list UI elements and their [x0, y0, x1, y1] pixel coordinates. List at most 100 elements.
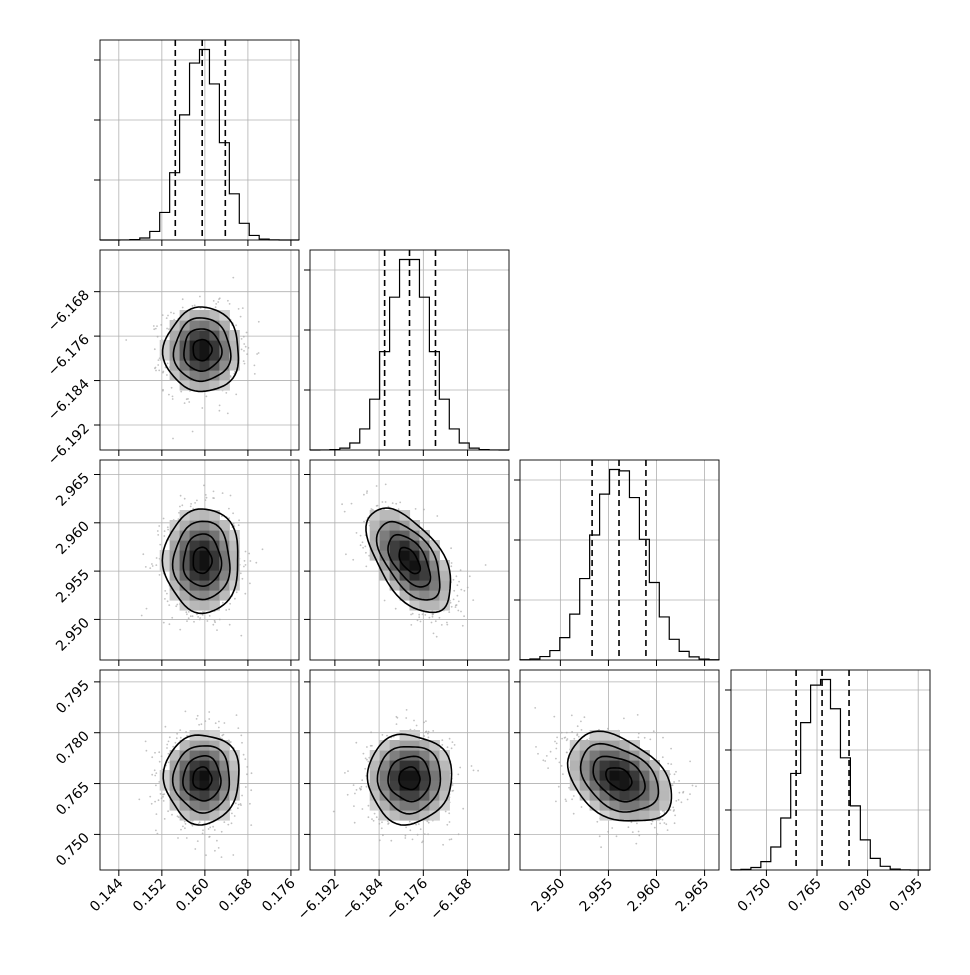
sample-point: [155, 784, 157, 787]
sample-point: [157, 799, 160, 802]
axis-frame: [309, 669, 510, 871]
sample-point: [250, 772, 253, 775]
density-cell: [169, 560, 181, 571]
density-cell: [229, 350, 240, 361]
scatter-panel-2-1: −6.192−6.184−6.176−6.168: [45, 249, 300, 468]
sample-point: [359, 544, 362, 547]
sample-point: [452, 578, 455, 581]
sample-point: [689, 793, 691, 795]
sample-point: [241, 741, 243, 744]
sample-point: [537, 752, 539, 755]
density-cell: [389, 810, 401, 821]
density-cell: [429, 740, 440, 751]
sample-point: [142, 553, 145, 556]
sample-point: [228, 303, 231, 305]
density-cell: [209, 560, 220, 571]
sample-point: [367, 804, 370, 807]
sample-point: [154, 774, 157, 777]
sample-point: [151, 565, 154, 567]
sample-point: [484, 564, 487, 566]
sample-point: [367, 816, 370, 819]
sample-point: [233, 815, 236, 817]
sample-point: [424, 731, 427, 733]
density-cell: [179, 530, 191, 541]
sample-point: [237, 524, 240, 527]
density-cell: [209, 530, 220, 541]
sample-point: [571, 731, 573, 733]
sample-point: [415, 724, 418, 727]
sample-point: [350, 502, 353, 505]
sample-point: [170, 311, 172, 314]
sample-point: [466, 586, 469, 589]
sample-point: [216, 629, 218, 631]
sample-point: [580, 806, 583, 808]
density-cell: [369, 520, 381, 531]
sample-point: [167, 810, 170, 813]
sample-point: [669, 809, 672, 811]
sample-point: [615, 835, 618, 838]
sample-point: [164, 598, 166, 600]
sample-point: [248, 552, 251, 555]
sample-point: [387, 822, 390, 825]
density-cell: [199, 540, 210, 551]
sample-point: [166, 743, 169, 746]
sample-point: [185, 731, 188, 733]
density-cell: [209, 320, 220, 331]
sample-point: [410, 624, 413, 626]
sample-point: [344, 772, 346, 774]
x-tick-label: −6.184: [339, 875, 387, 923]
density-cell: [169, 750, 181, 761]
density-cell: [399, 550, 411, 561]
sample-point: [194, 848, 197, 850]
density-cell: [619, 790, 630, 801]
sample-point: [391, 502, 394, 504]
sample-point: [472, 599, 475, 601]
sample-point: [427, 730, 430, 733]
sample-point: [577, 735, 580, 738]
sample-point: [166, 747, 168, 749]
sample-point: [223, 821, 226, 823]
sample-point: [247, 347, 250, 349]
sample-point: [637, 830, 640, 833]
density-cell: [389, 580, 401, 591]
sample-point: [365, 551, 367, 554]
sample-point: [362, 752, 365, 755]
sample-point: [155, 829, 157, 832]
contour-level-3: [376, 746, 442, 815]
density-cell: [219, 340, 230, 351]
density-cell: [189, 340, 201, 351]
sample-point: [227, 823, 230, 826]
sample-point: [409, 829, 412, 832]
sample-point: [246, 773, 248, 776]
contour-level-2: [387, 755, 431, 803]
density-cell: [599, 780, 611, 791]
sample-point: [457, 600, 460, 603]
density-cell: [179, 790, 191, 801]
sample-point: [370, 731, 372, 734]
sample-point: [560, 765, 563, 767]
density-cell: [389, 780, 401, 791]
sample-point: [237, 727, 240, 729]
sample-point: [456, 584, 459, 587]
sample-point: [408, 820, 411, 823]
density-cell: [629, 790, 640, 801]
density-cell: [219, 740, 230, 751]
density-cell: [189, 770, 201, 781]
sample-point: [352, 558, 355, 561]
sample-point: [175, 605, 178, 608]
sample-point: [576, 725, 579, 728]
density-cell: [429, 540, 440, 551]
density-cell: [179, 770, 191, 781]
sample-point: [199, 617, 202, 619]
sample-point: [189, 505, 192, 508]
sample-point: [659, 822, 661, 825]
sample-point: [652, 730, 655, 733]
sample-point: [686, 798, 689, 801]
density-cell: [439, 560, 450, 571]
density-cell: [409, 750, 420, 761]
density-cell: [399, 570, 411, 581]
density-cell: [189, 760, 201, 771]
sample-point: [381, 501, 384, 503]
sample-point: [153, 769, 156, 772]
